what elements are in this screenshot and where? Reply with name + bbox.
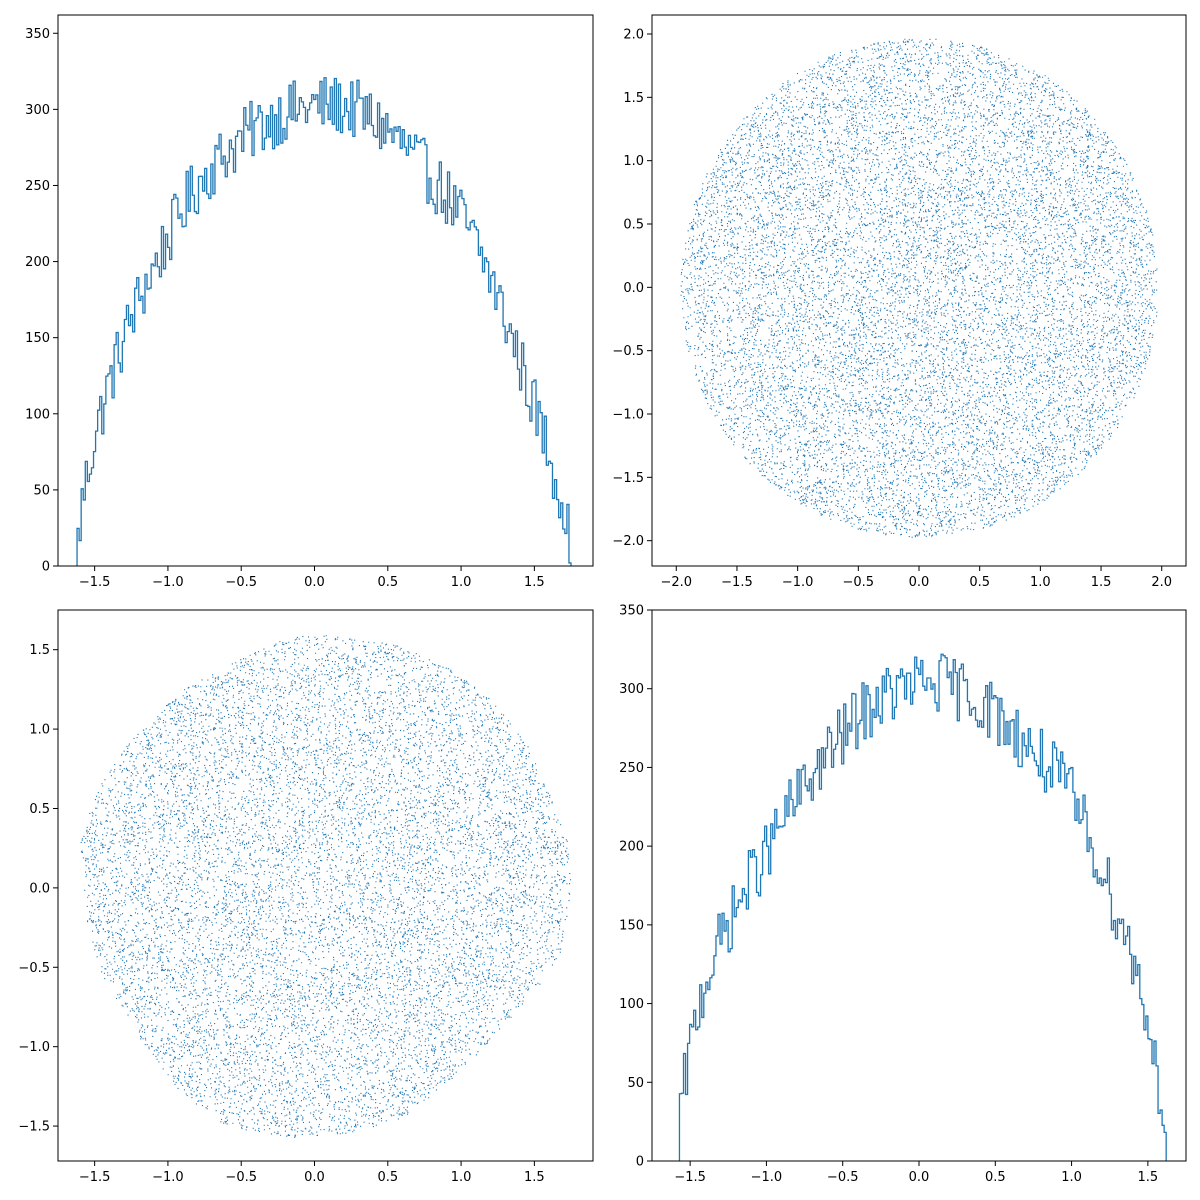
histogram-step [678,653,1167,1161]
scatter-points [680,38,1158,538]
y-tick-label: 200 [619,840,644,855]
chart-top-right: −2.0 −1.5 −1.0 −0.5 0.0 0.5 1.0 1.5 2.0 −2.0 −1.5 −… [612,14,1187,590]
chart-top-left: −1.5 −1.0 −0.5 0.0 0.5 1.0 1.5 0 50 100 150 200 250 3… [25,14,594,590]
x-tick-label: 1.5 [1091,575,1112,590]
y-tick-label: 0 [636,1155,644,1170]
y-tick-label: 150 [619,918,644,933]
x-tick-label: −0.5 [843,575,875,590]
x-tick-label: 0.5 [985,1170,1006,1185]
x-tick-label: −1.0 [152,575,184,590]
histogram-step [76,77,572,566]
x-tick-label: 0.0 [304,1170,325,1185]
y-tick-label: −1.0 [612,408,644,423]
y-tick-label: 200 [25,255,50,270]
y-tick-label: 1.5 [29,643,50,658]
x-tick-label: 1.5 [524,1170,545,1185]
axes-frame [57,14,594,567]
x-tick-label: −1.5 [721,575,753,590]
y-tick-label: 0.5 [623,218,644,233]
plot-area [80,635,572,1138]
y-tick-label: 100 [25,407,50,422]
y-tick-label: 2.0 [623,28,644,43]
y-tick-label: 0.0 [29,881,50,896]
y-tick-label: 100 [619,997,644,1012]
y-tick-label: −2.0 [612,534,644,549]
x-tick-label: −1.0 [152,1170,184,1185]
y-tick-label: 300 [619,682,644,697]
y-tick-label: −1.5 [18,1120,50,1135]
plot-area [678,653,1167,1161]
axes-frame [57,609,594,1162]
chart-bottom-left: −1.5 −1.0 −0.5 0.0 0.5 1.0 1.5 −1.5 −1.0 −0.5 0.0 0… [18,609,594,1185]
x-tick-label: −0.5 [827,1170,859,1185]
y-tick-label: −1.0 [18,1040,50,1055]
x-tick-label: 1.0 [1061,1170,1082,1185]
x-tick-label: −1.0 [782,575,814,590]
x-tick-label: −0.5 [225,1170,257,1185]
x-tick-label: 0.0 [304,575,325,590]
y-tick-label: 0.0 [623,281,644,296]
x-tick-label: 1.0 [1030,575,1051,590]
y-tick-label: −1.5 [612,471,644,486]
x-tick-label: 0.5 [969,575,990,590]
x-tick-label: 0.5 [377,575,398,590]
y-tick-label: 50 [33,483,50,498]
y-tick-label: 250 [619,761,644,776]
y-tick-label: 350 [619,604,644,619]
plot-area [680,38,1158,538]
x-tick-label: 0.0 [909,1170,930,1185]
x-tick-label: 1.5 [1138,1170,1159,1185]
x-tick-label: −1.5 [79,1170,111,1185]
x-tick-label: 1.0 [451,1170,472,1185]
x-tick-label: 0.5 [377,1170,398,1185]
y-tick-label: 0 [42,560,50,575]
y-tick-label: 1.0 [29,723,50,738]
x-tick-label: 1.5 [524,575,545,590]
y-tick-label: 250 [25,179,50,194]
y-tick-label: −0.5 [18,961,50,976]
y-tick-label: 50 [627,1076,644,1091]
y-tick-label: 300 [25,103,50,118]
x-tick-label: 2.0 [1151,575,1172,590]
y-tick-label: 1.5 [623,91,644,106]
plot-area [76,77,572,566]
y-tick-label: 350 [25,27,50,42]
y-tick-label: 0.5 [29,802,50,817]
y-tick-label: 1.0 [623,154,644,169]
x-tick-label: −0.5 [225,575,257,590]
chart-bottom-right: −1.5 −1.0 −0.5 0.0 0.5 1.0 1.5 0 50 100 150 200 250 3… [619,604,1187,1185]
x-tick-label: −2.0 [660,575,692,590]
x-tick-label: −1.5 [674,1170,706,1185]
x-tick-label: 1.0 [451,575,472,590]
y-tick-label: 150 [25,331,50,346]
y-tick-label: −0.5 [612,344,644,359]
scatter-points [80,635,572,1138]
x-tick-label: −1.5 [79,575,111,590]
x-tick-label: 0.0 [909,575,930,590]
x-tick-label: −1.0 [751,1170,783,1185]
